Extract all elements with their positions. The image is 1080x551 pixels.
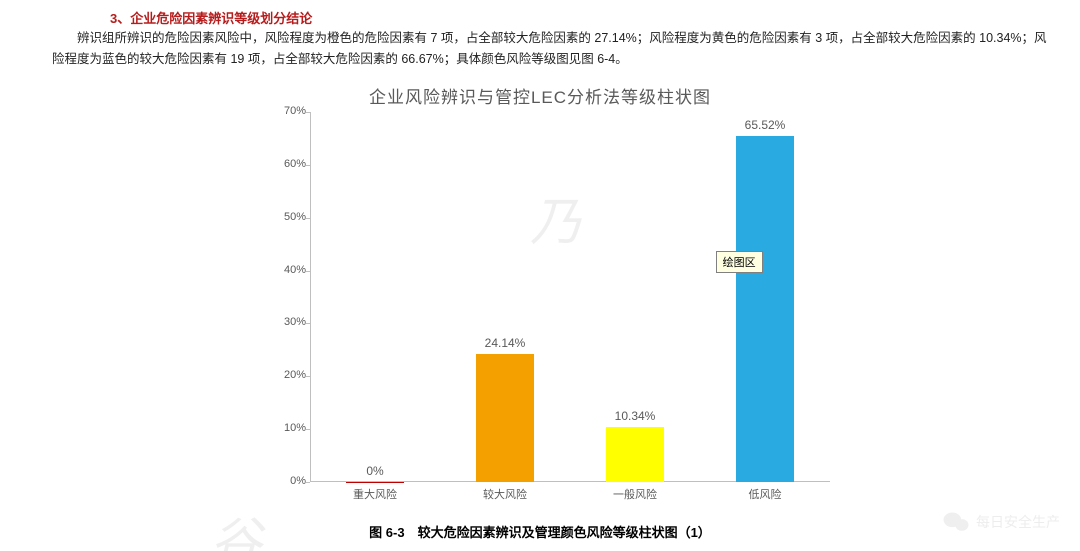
x-category-label: 较大风险 bbox=[455, 486, 555, 502]
y-tick-label: 0% bbox=[260, 475, 306, 487]
bar-value-label: 10.34% bbox=[606, 409, 665, 423]
bar-value-label: 0% bbox=[346, 464, 405, 478]
bars-group: 0% 24.14% 10.34% 65.52% bbox=[310, 112, 830, 482]
bar-value-label: 65.52% bbox=[736, 118, 795, 132]
chart-title: 企业风险辨识与管控LEC分析法等级柱状图 bbox=[0, 83, 1080, 108]
paragraph-text: 辨识组所辨识的危险因素风险中，风险程度为橙色的危险因素有 7 项，占全部较大危险… bbox=[52, 31, 1047, 66]
watermark-text: 每日安全生产 bbox=[976, 512, 1060, 532]
x-category-label: 重大风险 bbox=[325, 486, 425, 502]
bar: 0% bbox=[346, 482, 405, 483]
y-tick-label: 50% bbox=[260, 211, 306, 223]
source-watermark: 每日安全生产 bbox=[942, 511, 1060, 533]
y-tick-label: 30% bbox=[260, 316, 306, 328]
bar-value-label: 24.14% bbox=[476, 336, 535, 350]
bar: 65.52% bbox=[736, 136, 795, 482]
wechat-icon bbox=[942, 511, 970, 533]
bar: 24.14% bbox=[476, 354, 535, 482]
chart-plot-area: 0%10%20%30%40%50%60%70% 0%24.14%10.34%65… bbox=[310, 112, 830, 482]
figure-caption: 图 6-3 较大危险因素辨识及管理颜色风险等级柱状图（1） bbox=[0, 522, 1080, 541]
section-heading: 3、企业危险因素辨识等级划分结论 bbox=[110, 8, 312, 27]
y-tick-label: 70% bbox=[260, 105, 306, 117]
plot-tooltip: 绘图区 bbox=[716, 251, 763, 273]
x-category-label: 低风险 bbox=[715, 486, 815, 502]
y-tick-label: 10% bbox=[260, 422, 306, 434]
bar: 10.34% bbox=[606, 427, 665, 482]
y-tick-label: 60% bbox=[260, 158, 306, 170]
y-tick-label: 40% bbox=[260, 264, 306, 276]
y-tick-mark bbox=[306, 482, 310, 483]
body-paragraph: 辨识组所辨识的危险因素风险中，风险程度为橙色的危险因素有 7 项，占全部较大危险… bbox=[52, 28, 1050, 71]
y-tick-label: 20% bbox=[260, 369, 306, 381]
x-category-label: 一般风险 bbox=[585, 486, 685, 502]
